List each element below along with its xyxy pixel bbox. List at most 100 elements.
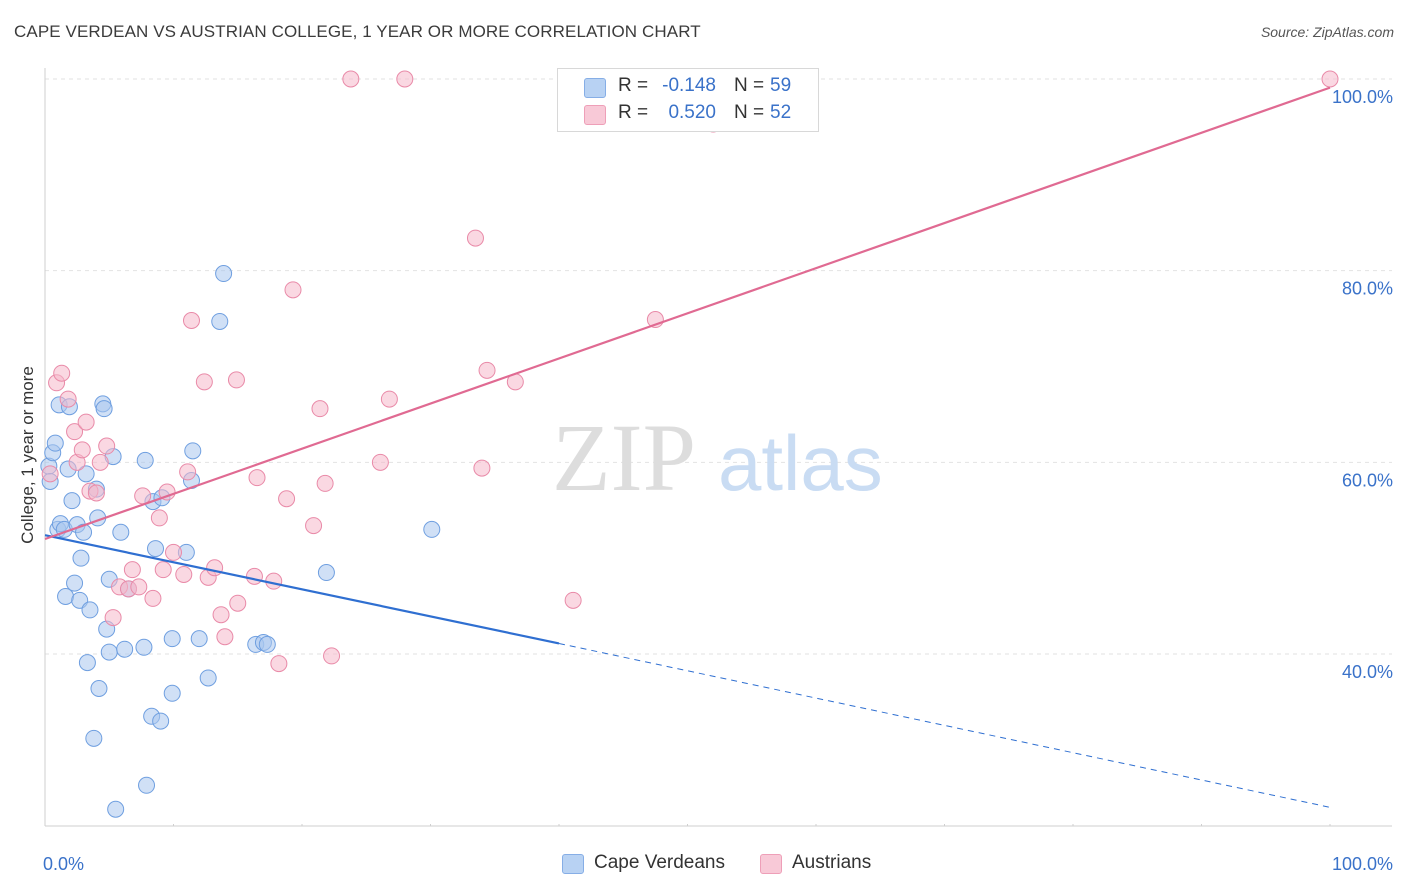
y-tick-label: 60.0%	[1342, 470, 1393, 490]
point-austrian	[245, 567, 263, 585]
point-austrian	[165, 543, 182, 561]
point-austrian	[316, 474, 334, 492]
point-austrian	[144, 589, 162, 607]
point-austrian	[342, 70, 360, 88]
y-tick-label: 80.0%	[1342, 279, 1393, 299]
point-cape-verdean	[215, 265, 233, 283]
point-austrian	[1321, 70, 1339, 88]
point-cape-verdean	[136, 451, 154, 469]
legend-n-label: N =	[734, 102, 765, 123]
point-austrian	[473, 459, 491, 477]
point-austrian	[305, 517, 323, 535]
point-austrian	[478, 361, 496, 379]
trend-line-cape-verdeans	[44, 534, 560, 645]
point-cape-verdean	[46, 434, 64, 452]
legend-r-label: R =	[618, 102, 649, 123]
point-austrian	[91, 453, 109, 471]
point-cape-verdean	[100, 643, 118, 661]
point-austrian	[227, 371, 245, 389]
point-austrian	[123, 561, 141, 579]
point-austrian	[179, 463, 197, 481]
legend-n-value: 52	[770, 102, 792, 123]
legend-r-value: 0.520	[668, 102, 716, 123]
point-cape-verdean	[85, 729, 103, 747]
point-austrian	[212, 606, 230, 624]
point-austrian	[73, 441, 91, 459]
legend-r-value: -0.148	[662, 75, 716, 96]
point-cape-verdean	[317, 564, 335, 582]
point-cape-verdean	[147, 540, 165, 558]
x-tick-label: 0.0%	[43, 854, 84, 874]
point-cape-verdean	[90, 680, 108, 697]
x-tick-label: 100.0%	[1332, 854, 1393, 874]
watermark-atlas: atlas	[718, 419, 883, 507]
point-cape-verdean	[66, 574, 84, 592]
point-cape-verdean	[138, 776, 156, 794]
point-austrian	[229, 594, 247, 612]
point-cape-verdean	[95, 400, 113, 418]
point-austrian	[158, 483, 176, 501]
bottom-legend-label: Cape Verdeans	[594, 852, 725, 873]
trend-lines	[44, 86, 1331, 808]
point-austrian	[371, 453, 389, 471]
legend-swatch-austrians	[584, 105, 606, 125]
y-tick-label: 40.0%	[1342, 662, 1393, 682]
point-austrian	[270, 655, 288, 673]
axes	[44, 68, 1392, 827]
point-cape-verdean	[135, 638, 153, 656]
point-cape-verdean	[163, 684, 181, 702]
point-austrian	[154, 561, 172, 579]
point-austrian	[466, 229, 484, 247]
point-cape-verdean	[190, 630, 208, 648]
point-austrian	[284, 281, 302, 299]
point-cape-verdean	[423, 520, 441, 538]
tick-labels: 40.0% 60.0% 80.0% 100.0% 0.0% 100.0%	[43, 87, 1393, 874]
point-cape-verdean	[78, 654, 96, 672]
bottom-legend-label: Austrians	[792, 852, 872, 873]
point-cape-verdean	[75, 523, 93, 541]
point-austrian	[311, 400, 329, 418]
point-austrian	[248, 469, 266, 487]
source-label: Source: ZipAtlas.com	[1260, 24, 1394, 40]
point-cape-verdean	[199, 669, 217, 687]
bottom-legend-swatch-cape-verdeans	[562, 854, 584, 874]
point-cape-verdean	[63, 492, 81, 510]
point-austrian	[134, 487, 152, 505]
point-austrian	[206, 559, 224, 577]
trend-line-austrians	[44, 86, 1331, 541]
point-austrian	[77, 413, 95, 431]
legend-row-cape-verdeans: R = -0.148 N = 59	[558, 75, 818, 102]
point-cape-verdean	[57, 588, 75, 605]
point-austrian	[564, 591, 582, 609]
point-cape-verdean	[112, 523, 130, 541]
point-austrian	[66, 423, 84, 441]
point-austrian	[195, 373, 213, 391]
point-austrian	[130, 578, 148, 596]
watermark-zip: ZIP	[552, 404, 696, 511]
legend-swatch-cape-verdeans	[584, 78, 606, 98]
point-austrian	[323, 647, 341, 665]
point-cape-verdean	[116, 640, 134, 658]
legend-n-label: N =	[734, 75, 765, 96]
point-cape-verdean	[211, 312, 229, 330]
point-austrian	[380, 390, 398, 408]
point-austrian	[150, 509, 168, 527]
point-cape-verdean	[77, 465, 95, 483]
gridlines	[45, 78, 1392, 655]
point-austrian	[59, 390, 77, 408]
legend-row-austrians: R = 0.520 N = 52	[558, 102, 818, 129]
chart-title: CAPE VERDEAN VS AUSTRIAN COLLEGE, 1 YEAR…	[14, 22, 701, 41]
point-austrian	[98, 437, 116, 455]
y-tick-label: 100.0%	[1332, 87, 1393, 107]
trend-line-cape-verdeans-extrapolated	[558, 642, 1331, 808]
point-cape-verdean	[258, 635, 276, 653]
point-austrian	[53, 364, 71, 382]
point-cape-verdean	[184, 442, 202, 460]
point-cape-verdean	[81, 601, 99, 619]
legend-r-label: R =	[618, 75, 649, 96]
point-cape-verdean	[107, 800, 125, 818]
point-austrian	[87, 484, 105, 502]
point-cape-verdean	[163, 630, 181, 648]
data-points	[40, 70, 1339, 818]
